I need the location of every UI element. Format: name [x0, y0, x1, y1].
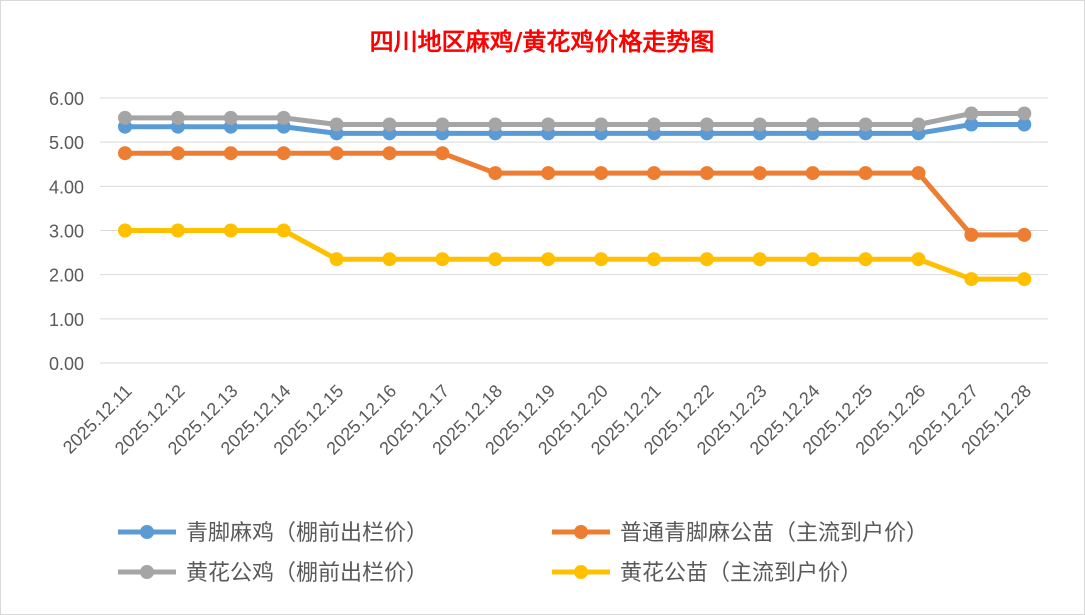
data-point [170, 223, 185, 238]
legend-swatch-marker [140, 525, 154, 539]
data-point [805, 166, 820, 181]
legend-swatch-marker [574, 565, 588, 579]
data-point [594, 166, 609, 181]
y-tick-label: 1.00 [49, 310, 84, 330]
data-point [276, 146, 291, 161]
data-point [118, 110, 132, 125]
data-point [1017, 272, 1032, 287]
y-axis-tick-labels: 0.00 1.00 2.00 3.00 4.00 5.00 6.00 [49, 89, 84, 374]
legend-label: 黄花公苗（主流到户价） [620, 561, 862, 586]
data-point [329, 252, 344, 267]
series-line [125, 122, 1025, 136]
legend-swatch-marker [574, 525, 588, 539]
data-point [964, 106, 979, 121]
y-tick-label: 3.00 [49, 222, 84, 242]
data-point [964, 272, 979, 287]
legend-label: 普通青脚麻公苗（主流到户价） [620, 521, 928, 546]
data-point [911, 117, 926, 132]
data-point [223, 110, 238, 125]
data-point [435, 117, 450, 132]
data-point [435, 146, 450, 161]
data-point [699, 166, 714, 181]
data-point [858, 117, 873, 132]
legend-item: 普通青脚麻公苗（主流到户价） [552, 521, 928, 546]
legend-item: 黄花公苗（主流到户价） [552, 561, 862, 586]
y-tick-label: 0.00 [49, 354, 84, 374]
data-point [541, 252, 556, 267]
data-point [1017, 117, 1032, 132]
data-point [647, 252, 661, 267]
data-point [1017, 227, 1032, 242]
data-point [541, 166, 556, 181]
data-point [329, 117, 344, 132]
data-point [594, 117, 609, 132]
series-line [125, 228, 1025, 282]
data-point [699, 252, 714, 267]
series-line [125, 150, 1025, 238]
chart-title: 四川地区麻鸡/黄花鸡价格走势图 [370, 27, 715, 56]
y-tick-label: 6.00 [49, 89, 84, 109]
data-point [382, 117, 397, 132]
data-point [752, 166, 767, 181]
legend-label: 青脚麻鸡（棚前出栏价） [186, 521, 428, 546]
data-point [964, 117, 979, 132]
series-lines [118, 106, 1032, 287]
legend-item: 青脚麻鸡（棚前出栏价） [118, 521, 428, 546]
data-point [488, 252, 503, 267]
data-point [647, 117, 661, 132]
data-point [276, 110, 291, 125]
series-3 [118, 223, 1032, 287]
y-tick-label: 5.00 [49, 133, 84, 153]
legend-swatch-marker [140, 565, 154, 579]
data-point [647, 166, 661, 181]
data-point [911, 252, 926, 267]
data-point [1017, 106, 1032, 121]
legend-label: 黄花公鸡（棚前出栏价） [186, 561, 428, 586]
data-point [382, 252, 397, 267]
legend: 青脚麻鸡（棚前出栏价） 普通青脚麻公苗（主流到户价） 黄花公鸡（棚前出栏价） 黄花公苗… [118, 521, 928, 586]
data-point [170, 110, 185, 125]
data-point [964, 227, 979, 242]
data-point [541, 117, 556, 132]
data-point [594, 252, 609, 267]
data-point [699, 117, 714, 132]
y-tick-label: 2.00 [49, 266, 84, 286]
data-point [488, 117, 503, 132]
series-1 [118, 146, 1032, 242]
series-2 [118, 106, 1032, 132]
data-point [858, 252, 873, 267]
data-point [329, 146, 344, 161]
data-point [118, 146, 132, 161]
y-tick-label: 4.00 [49, 177, 84, 197]
data-point [488, 166, 503, 181]
data-point [223, 223, 238, 238]
data-point [911, 166, 926, 181]
data-point [118, 223, 132, 238]
legend-item: 黄花公鸡（棚前出栏价） [118, 561, 428, 586]
data-point [805, 252, 820, 267]
series-line [125, 110, 1025, 127]
data-point [276, 223, 291, 238]
data-point [382, 146, 397, 161]
gridlines [100, 97, 1048, 364]
data-point [858, 166, 873, 181]
data-point [752, 117, 767, 132]
data-point [435, 252, 450, 267]
data-point [752, 252, 767, 267]
data-point [170, 146, 185, 161]
data-point [223, 146, 238, 161]
data-point [805, 117, 820, 132]
